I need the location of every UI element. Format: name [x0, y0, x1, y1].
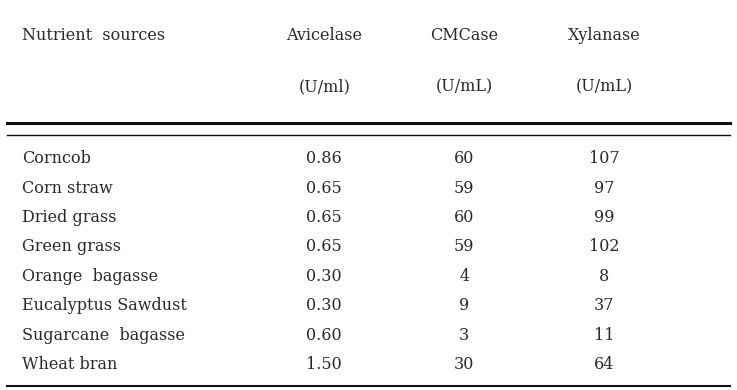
- Text: 30: 30: [454, 356, 475, 373]
- Text: 1.50: 1.50: [307, 356, 342, 373]
- Text: Corncob: Corncob: [22, 150, 91, 167]
- Text: Avicelase: Avicelase: [286, 27, 363, 44]
- Text: 107: 107: [589, 150, 620, 167]
- Text: 3: 3: [459, 327, 469, 344]
- Text: Wheat bran: Wheat bran: [22, 356, 117, 373]
- Text: (U/ml): (U/ml): [298, 78, 350, 95]
- Text: 8: 8: [599, 268, 609, 285]
- Text: 11: 11: [594, 327, 615, 344]
- Text: Dried grass: Dried grass: [22, 209, 116, 226]
- Text: 0.65: 0.65: [307, 179, 342, 197]
- Text: Green grass: Green grass: [22, 238, 121, 255]
- Text: 0.86: 0.86: [307, 150, 342, 167]
- Text: 59: 59: [454, 238, 475, 255]
- Text: 0.30: 0.30: [307, 268, 342, 285]
- Text: Nutrient  sources: Nutrient sources: [22, 27, 165, 44]
- Text: Orange  bagasse: Orange bagasse: [22, 268, 158, 285]
- Text: Eucalyptus Sawdust: Eucalyptus Sawdust: [22, 297, 187, 314]
- Text: Sugarcane  bagasse: Sugarcane bagasse: [22, 327, 185, 344]
- Text: 9: 9: [459, 297, 469, 314]
- Text: 59: 59: [454, 179, 475, 197]
- Text: (U/mL): (U/mL): [436, 78, 493, 95]
- Text: 60: 60: [454, 150, 475, 167]
- Text: 102: 102: [589, 238, 620, 255]
- Text: Corn straw: Corn straw: [22, 179, 113, 197]
- Text: 0.65: 0.65: [307, 238, 342, 255]
- Text: 37: 37: [594, 297, 615, 314]
- Text: 0.30: 0.30: [307, 297, 342, 314]
- Text: Xylanase: Xylanase: [568, 27, 640, 44]
- Text: 97: 97: [594, 179, 615, 197]
- Text: 99: 99: [594, 209, 615, 226]
- Text: 0.60: 0.60: [307, 327, 342, 344]
- Text: (U/mL): (U/mL): [576, 78, 633, 95]
- Text: 60: 60: [454, 209, 475, 226]
- Text: 4: 4: [459, 268, 469, 285]
- Text: 0.65: 0.65: [307, 209, 342, 226]
- Text: 64: 64: [594, 356, 615, 373]
- Text: CMCase: CMCase: [430, 27, 498, 44]
